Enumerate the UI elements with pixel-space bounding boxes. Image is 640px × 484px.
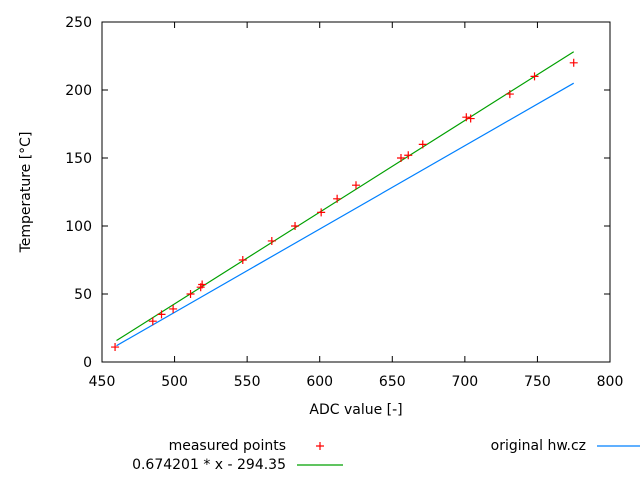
data-point-measured — [569, 58, 578, 67]
y-tick-label: 250 — [65, 15, 92, 31]
data-point-measured — [157, 310, 166, 319]
series-line-original-hw-cz — [116, 82, 575, 347]
x-tick-label: 700 — [451, 374, 478, 390]
data-point-measured — [317, 208, 326, 217]
data-point-measured — [169, 304, 178, 313]
y-tick-label: 200 — [65, 83, 92, 99]
x-tick-label: 650 — [379, 374, 406, 390]
data-point-measured — [238, 256, 247, 264]
x-tick-label: 550 — [234, 374, 261, 390]
x-tick-label: 450 — [89, 374, 116, 390]
series-line-fit — [116, 51, 575, 342]
x-tick-label: 600 — [306, 374, 333, 390]
data-point-measured — [404, 151, 413, 160]
y-tick-label: 100 — [65, 219, 92, 235]
y-tick-label: 150 — [65, 151, 92, 167]
data-point-measured — [530, 72, 539, 81]
y-axis-label: Temperature [°C] — [18, 132, 34, 254]
data-point-measured — [505, 90, 514, 99]
data-point-measured — [148, 317, 157, 326]
legend-marker-measured — [316, 442, 324, 450]
y-tick-label: 50 — [74, 287, 92, 303]
legend-label-fit: 0.674201 * x - 294.35 — [132, 457, 286, 473]
x-axis: 450 500 550 600 650 700 750 800 — [89, 22, 624, 390]
x-tick-label: 800 — [597, 374, 624, 390]
data-point-measured — [418, 140, 427, 149]
legend-label-original: original hw.cz — [491, 438, 586, 454]
data-point-measured — [267, 236, 276, 245]
plot-series — [111, 51, 578, 352]
data-point-measured — [396, 154, 405, 162]
data-point-measured — [333, 194, 342, 203]
data-point-measured — [462, 113, 471, 122]
data-point-measured — [291, 222, 300, 230]
x-tick-label: 500 — [161, 374, 188, 390]
legend-label-measured: measured points — [169, 438, 286, 454]
x-axis-label: ADC value [-] — [309, 402, 402, 418]
data-point-measured — [186, 290, 195, 298]
x-tick-label: 750 — [524, 374, 551, 390]
y-tick-label: 0 — [83, 355, 92, 371]
y-axis: 0 50 100 150 200 250 — [65, 15, 610, 371]
legend: measured points 0.674201 * x - 294.35 or… — [132, 438, 640, 473]
data-point-measured — [466, 114, 475, 123]
plot-border — [101, 21, 611, 363]
data-point-measured — [111, 343, 120, 352]
data-point-measured — [352, 181, 360, 190]
data-point-measured — [198, 280, 207, 289]
